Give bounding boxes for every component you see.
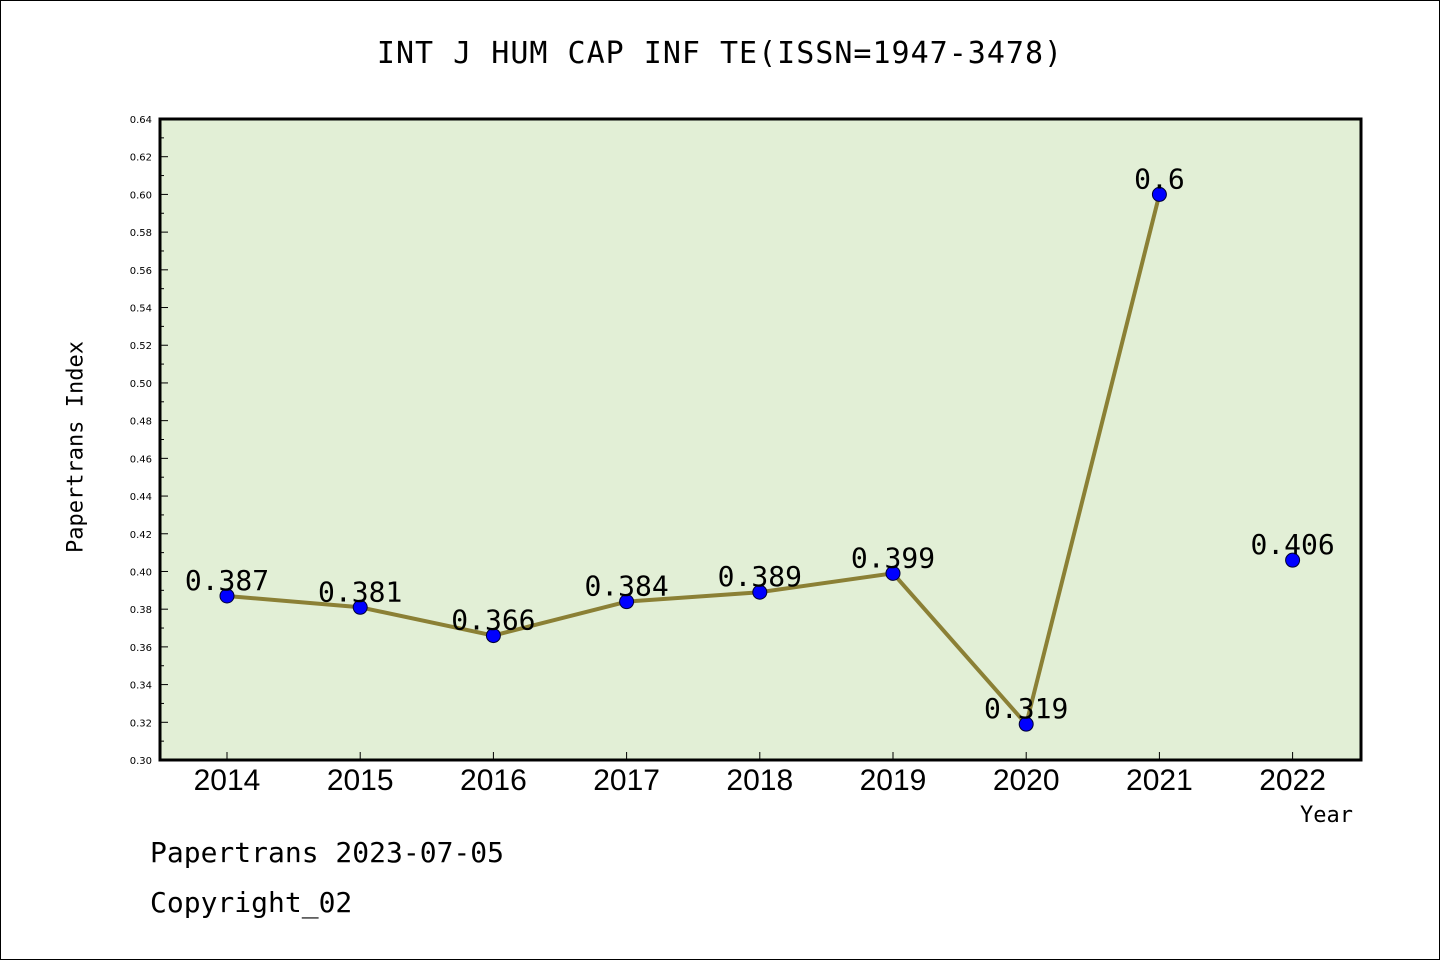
data-label: 0.389	[718, 560, 802, 593]
footer-copyright: Copyright_02	[150, 886, 353, 919]
data-point	[752, 584, 768, 600]
x-tick-label: 2021	[1126, 764, 1193, 797]
y-tick-label: 0.50	[130, 379, 152, 390]
data-point	[485, 628, 501, 644]
plot-border	[158, 117, 1363, 762]
x-tick-label: 2018	[726, 764, 793, 797]
y-tick-label: 0.30	[130, 756, 152, 767]
x-tick-label: 2017	[593, 764, 660, 797]
data-label: 0.6	[1134, 162, 1185, 195]
x-tick-label: 2016	[460, 764, 527, 797]
y-tick-label: 0.46	[130, 454, 152, 465]
x-tick-label: 2020	[993, 764, 1060, 797]
data-label: 0.384	[584, 570, 668, 603]
y-tick-label: 0.58	[130, 228, 152, 239]
y-tick-label: 0.44	[130, 492, 152, 503]
y-tick-label: 0.34	[130, 681, 152, 692]
y-tick-label: 0.52	[130, 341, 152, 352]
data-point	[885, 565, 901, 581]
data-label: 0.366	[451, 604, 535, 637]
x-axis-label: Year	[1300, 803, 1353, 828]
data-label: 0.406	[1250, 528, 1334, 561]
y-tick-label: 0.54	[130, 304, 152, 315]
y-tick-label: 0.48	[130, 417, 152, 428]
data-label: 0.387	[185, 564, 269, 597]
y-tick-label: 0.56	[130, 266, 152, 277]
x-tick-label: 2014	[194, 764, 261, 797]
y-tick-label: 0.42	[130, 530, 152, 541]
y-tick-label: 0.38	[130, 605, 152, 616]
plot-area	[160, 119, 1361, 760]
data-point	[1151, 186, 1167, 202]
chart-title: INT J HUM CAP INF TE(ISSN=1947-3478)	[376, 36, 1064, 71]
series-line	[226, 193, 1162, 727]
data-point	[1285, 552, 1301, 568]
footer-date: Papertrans 2023-07-05	[150, 836, 505, 869]
data-label: 0.399	[851, 541, 935, 574]
y-tick-label: 0.40	[130, 567, 152, 578]
y-tick-label: 0.64	[130, 115, 152, 126]
x-tick-label: 2015	[327, 764, 394, 797]
y-tick-label: 0.62	[130, 153, 152, 164]
data-point	[619, 594, 635, 610]
data-point	[1018, 716, 1034, 732]
data-point	[352, 599, 368, 615]
x-tick-label: 2019	[860, 764, 927, 797]
y-tick-label: 0.60	[130, 190, 152, 201]
data-label: 0.381	[318, 575, 402, 608]
y-tick-label: 0.36	[130, 643, 152, 654]
data-label: 0.319	[984, 692, 1068, 725]
y-tick-label: 0.32	[130, 718, 152, 729]
data-point	[219, 588, 235, 604]
x-tick-label: 2022	[1259, 764, 1326, 797]
